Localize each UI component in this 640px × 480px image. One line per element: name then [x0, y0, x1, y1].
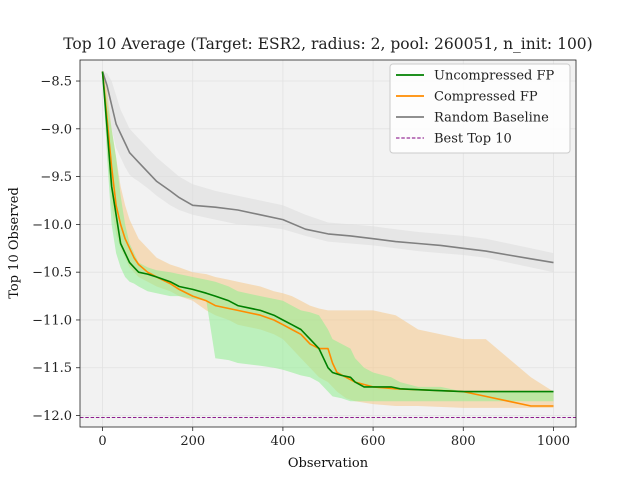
x-axis-label: Observation [288, 456, 369, 471]
x-tick-label: 1000 [537, 434, 570, 449]
x-tick-label: 0 [98, 434, 106, 449]
y-tick-label: −9.5 [40, 170, 72, 185]
band-random-baseline [102, 71, 554, 273]
plot-frame [79, 59, 577, 428]
legend-box [389, 63, 571, 154]
legend: Uncompressed FP Compressed FP Random Basel… [389, 63, 571, 154]
y-tick-label: −10.0 [32, 218, 72, 233]
y-tick-label: −9.0 [40, 122, 72, 137]
x-tick-label: 800 [451, 434, 476, 449]
y-tick-label: −11.5 [32, 361, 72, 376]
series-line-uncompressed-fp [101, 71, 554, 393]
y-axis-label: Top 10 Observed [7, 187, 22, 299]
y-tick-label: −12.0 [32, 409, 72, 424]
chart-title: Top 10 Average (Target: ESR2, radius: 2,… [63, 35, 592, 53]
band-uncompressed-fp [102, 71, 554, 402]
series-line-compressed-fp [101, 71, 554, 407]
y-tick-label: −11.0 [32, 313, 72, 328]
legend-label: Compressed FP [434, 90, 538, 105]
legend-label: Best Top 10 [434, 132, 512, 147]
series-line-random-baseline [101, 71, 554, 264]
x-tick-label: 600 [361, 434, 386, 449]
y-tick-label: −8.5 [40, 75, 72, 90]
x-tick-label: 200 [180, 434, 205, 449]
y-tick-label: −10.5 [32, 266, 72, 281]
legend-label: Uncompressed FP [434, 69, 555, 84]
x-tick-label: 400 [270, 434, 295, 449]
legend-label: Random Baseline [434, 111, 549, 126]
